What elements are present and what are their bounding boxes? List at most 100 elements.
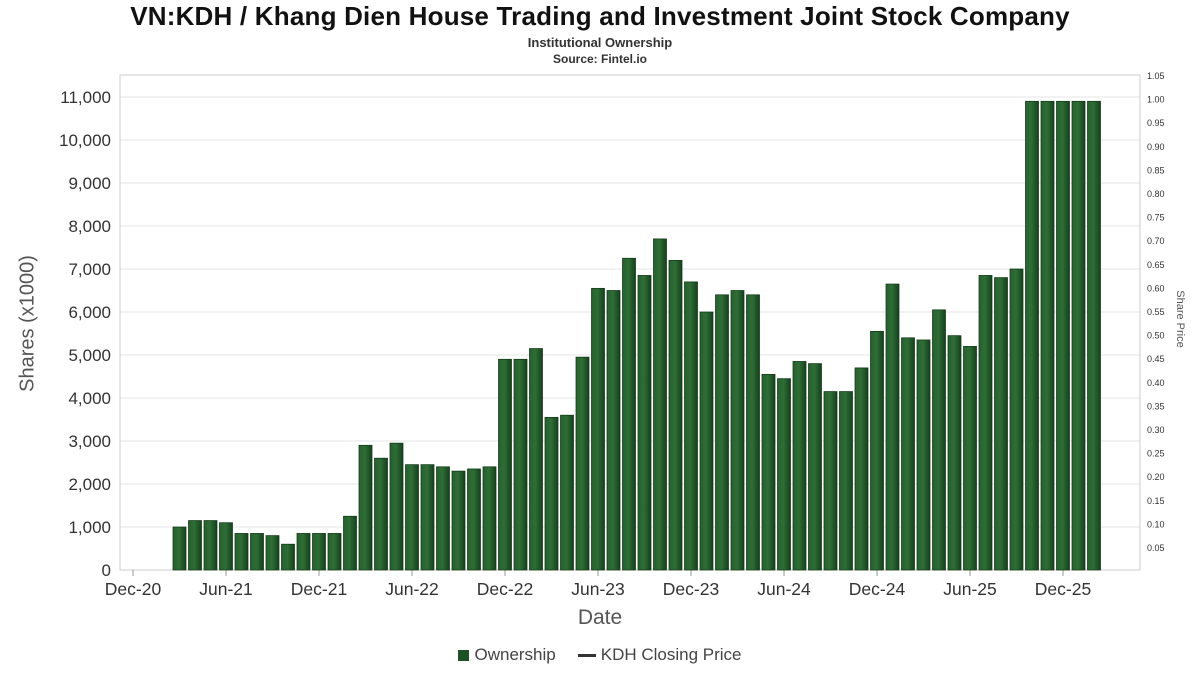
price-tick-label: 0.75 [1147, 213, 1165, 223]
price-tick-label: 0.55 [1147, 307, 1165, 317]
page-title: VN:KDH / Khang Dien House Trading and In… [130, 1, 1070, 31]
closing-price-line-icon [577, 653, 596, 657]
ownership-bar [467, 468, 481, 571]
price-tick-label: 0.65 [1147, 260, 1165, 270]
y-tick-label: 1,000 [68, 518, 111, 537]
ownership-bar [219, 522, 233, 571]
x-tick-label: Jun-21 [199, 579, 253, 599]
x-tick-label: Jun-22 [385, 579, 439, 599]
ownership-bar [436, 466, 450, 571]
ownership-bar [172, 526, 187, 571]
x-tick-label: Dec-23 [663, 579, 719, 599]
ownership-bar [637, 275, 652, 571]
ownership-bar [482, 466, 497, 571]
ownership-bar [854, 367, 869, 571]
y-tick-label: 6,000 [68, 303, 111, 322]
ownership-bar [343, 515, 357, 571]
y-tick-label: 9,000 [68, 174, 111, 193]
ownership-bar [498, 358, 512, 571]
price-tick-label: 0.25 [1147, 449, 1165, 459]
price-tick-label: 0.35 [1147, 401, 1165, 411]
y-tick-label: 8,000 [68, 217, 111, 236]
ownership-bar [358, 444, 373, 571]
ownership-bar [281, 543, 295, 571]
price-tick-label: 0.30 [1147, 425, 1165, 435]
ownership-bar [870, 330, 884, 571]
ownership-bar [544, 416, 559, 571]
ownership-bar [808, 363, 822, 571]
ownership-bar [575, 356, 590, 571]
x-tick-label: Dec-21 [291, 579, 347, 599]
ownership-bar [188, 520, 202, 571]
x-tick-label: Jun-23 [571, 579, 625, 599]
legend-item-closing-price[interactable]: KDH Closing Price [577, 645, 742, 665]
y-axis-title-left: Shares (x1000) [16, 255, 39, 392]
chart-source-label: Source: Fintel.io [552, 52, 647, 66]
ownership-bar [1087, 100, 1101, 571]
price-tick-label: 0.90 [1147, 142, 1165, 152]
ownership-bar [529, 348, 543, 571]
ownership-bar [234, 533, 249, 571]
ownership-bar [560, 414, 574, 571]
ownership-bar [978, 275, 993, 571]
price-tick-label: 0.80 [1147, 189, 1165, 199]
ownership-bar [885, 283, 900, 571]
price-tick-label: 0.95 [1147, 118, 1165, 128]
legend-item-ownership[interactable]: Ownership [458, 645, 556, 665]
ownership-bar [1056, 100, 1070, 571]
ownership-bar [947, 335, 962, 571]
ownership-bar [653, 238, 667, 571]
ownership-bar [777, 378, 791, 571]
ownership-bar [994, 277, 1008, 571]
ownership-bar [420, 464, 435, 571]
ownership-bar [513, 358, 528, 571]
price-tick-label: 1.05 [1147, 71, 1165, 81]
ownership-bar [668, 260, 683, 571]
legend: Ownership KDH Closing Price [0, 645, 1200, 665]
y-tick-label: 11,000 [60, 88, 111, 107]
price-tick-label: 0.50 [1147, 331, 1165, 341]
y-axis-title-right: Share Price [1174, 290, 1186, 348]
ownership-bar [203, 520, 218, 571]
y-tick-label: 5,000 [68, 346, 111, 365]
price-tick-label: 0.20 [1147, 472, 1165, 482]
ownership-bar [761, 373, 776, 571]
price-tick-label: 0.85 [1147, 165, 1165, 175]
price-tick-label: 0.15 [1147, 496, 1165, 506]
y-tick-label: 3,000 [68, 432, 111, 451]
ownership-bar [312, 533, 326, 571]
ownership-bar [265, 535, 280, 571]
ownership-bar [405, 464, 419, 571]
price-tick-label: 0.60 [1147, 283, 1165, 293]
price-tick-label: 0.10 [1147, 519, 1165, 529]
ownership-bar [699, 311, 714, 571]
x-tick-label: Dec-24 [849, 579, 906, 599]
ownership-bar [606, 290, 621, 571]
y-tick-label: 4,000 [68, 389, 111, 408]
x-tick-label: Dec-22 [477, 579, 533, 599]
ownership-bar [1009, 268, 1024, 571]
x-tick-label: Dec-25 [1035, 579, 1091, 599]
ownership-bar [622, 257, 636, 571]
y-tick-label: 7,000 [68, 260, 111, 279]
x-tick-label: Jun-24 [757, 579, 811, 599]
ownership-bar [451, 470, 466, 571]
ownership-bar [1071, 100, 1086, 571]
x-tick-label: Jun-25 [943, 579, 997, 599]
ownership-bar [730, 290, 745, 571]
y-tick-label: 10,000 [59, 131, 111, 150]
y-tick-label: 0 [102, 561, 111, 580]
x-tick-label: Dec-20 [105, 579, 162, 599]
ownership-bar [250, 533, 264, 571]
ownership-bar [839, 391, 853, 571]
ownership-bar [901, 337, 915, 571]
ownership-bar [746, 294, 760, 571]
ownership-bar [715, 294, 729, 571]
ownership-bar [296, 533, 311, 571]
chart-subtitle: Institutional Ownership [527, 35, 673, 50]
price-tick-label: 0.05 [1147, 543, 1165, 553]
ownership-bar [327, 533, 342, 571]
price-tick-label: 0.45 [1147, 354, 1165, 364]
